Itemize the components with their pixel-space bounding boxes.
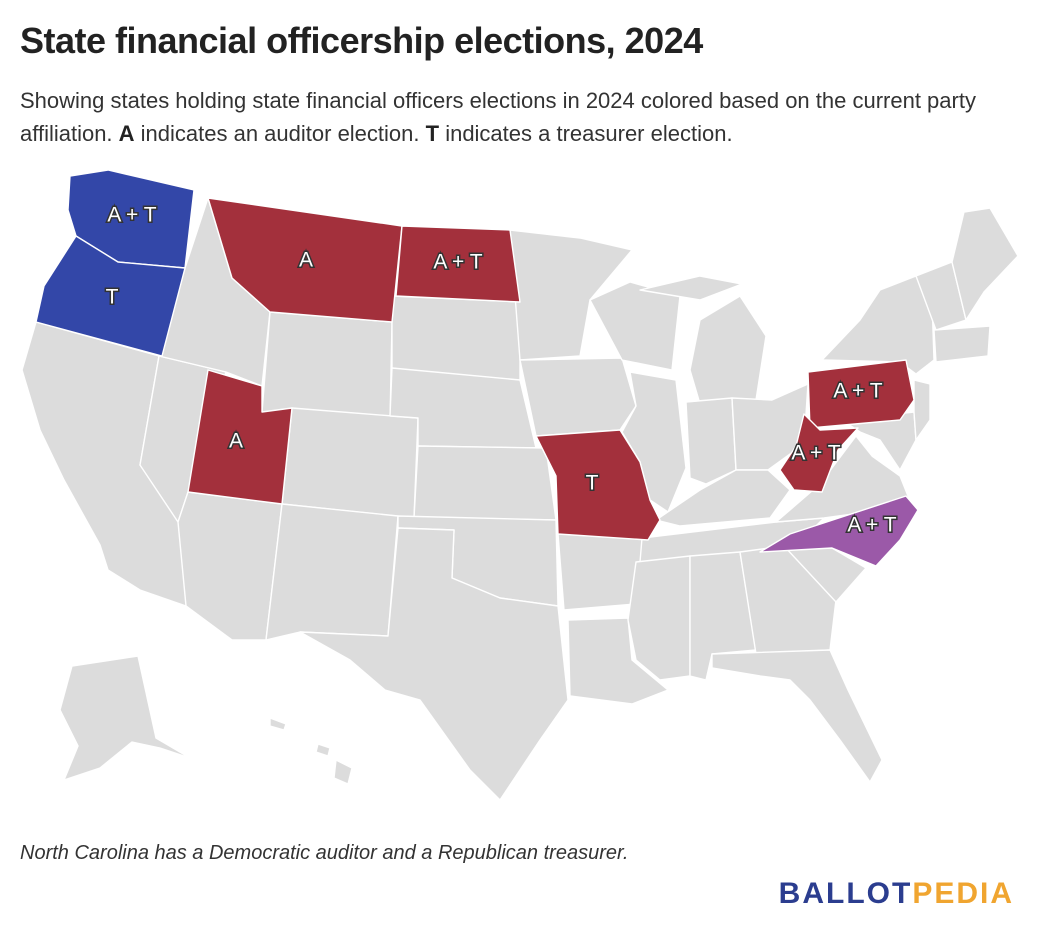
ballotpedia-logo: BALLOTPEDIA xyxy=(779,877,1014,911)
state-texas xyxy=(299,527,569,801)
state-utah xyxy=(187,369,293,505)
state-west-virginia xyxy=(779,413,859,493)
subtitle-text-1: Showing states holding state financial o… xyxy=(20,88,976,146)
state-wisconsin xyxy=(589,281,681,371)
state-indiana xyxy=(685,397,737,485)
label-north-dakota: A + T xyxy=(433,251,482,274)
state-iowa xyxy=(519,357,637,437)
state-colorado xyxy=(281,407,419,519)
state-new-mexico xyxy=(265,503,399,641)
state-hawaii xyxy=(269,717,353,785)
logo-text-pedia: PEDIA xyxy=(912,877,1014,910)
us-map: A + T T A A + T A T A + T A + T A + T xyxy=(21,169,1019,801)
state-pennsylvania xyxy=(807,359,915,429)
state-new-york xyxy=(821,275,935,375)
election-states xyxy=(35,169,919,567)
label-montana: A xyxy=(299,249,313,272)
state-kansas xyxy=(413,445,557,521)
treasurer-key: T xyxy=(425,121,440,146)
label-missouri: T xyxy=(586,472,599,495)
state-oregon xyxy=(35,235,186,357)
label-pennsylvania: A + T xyxy=(833,380,882,403)
state-arizona xyxy=(177,491,283,641)
label-washington: A + T xyxy=(107,204,156,227)
auditor-key: A xyxy=(118,121,135,146)
state-maine xyxy=(951,207,1019,321)
state-missouri xyxy=(535,429,661,541)
state-new-jersey xyxy=(913,379,931,441)
state-kentucky xyxy=(655,469,791,527)
state-labels: A + T T A A + T A T A + T A + T A + T xyxy=(104,202,898,538)
state-montana xyxy=(207,197,403,323)
state-massachusetts-ct-ri xyxy=(933,325,991,363)
label-north-carolina: A + T xyxy=(847,514,896,537)
base-states xyxy=(21,197,1019,801)
label-oregon: T xyxy=(106,286,119,309)
map-footnote: North Carolina has a Democratic auditor … xyxy=(20,842,629,864)
state-wyoming xyxy=(261,311,393,423)
state-mississippi xyxy=(627,555,691,681)
state-north-dakota xyxy=(395,225,521,303)
state-florida xyxy=(711,649,883,783)
state-north-carolina xyxy=(759,495,919,567)
subtitle-text-3: indicates a treasurer election. xyxy=(439,121,733,146)
map-title: State financial officership elections, 2… xyxy=(20,20,703,61)
state-alaska xyxy=(59,655,215,781)
label-west-virginia: A + T xyxy=(791,442,840,465)
map-subtitle: Showing states holding state financial o… xyxy=(20,84,1020,150)
logo-text-ballot: BALLOT xyxy=(778,877,913,910)
subtitle-text-2: indicates an auditor election. xyxy=(134,121,426,146)
label-utah: A xyxy=(229,430,243,453)
